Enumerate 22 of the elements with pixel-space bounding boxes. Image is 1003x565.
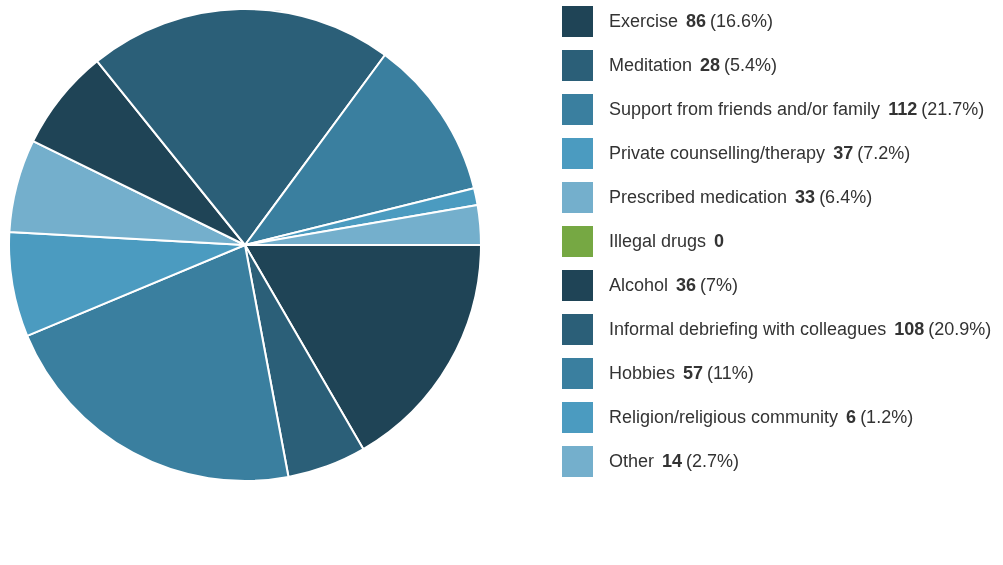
data-label: 86 (16.6%) xyxy=(686,11,774,31)
legend-label: Exercise xyxy=(609,11,679,31)
legend-label: Alcohol xyxy=(609,275,669,295)
legend-label: Private counselling/therapy xyxy=(609,143,826,163)
data-label: 14 (2.7%) xyxy=(662,451,740,471)
legend-label: Religion/religious community xyxy=(609,407,839,427)
data-label: 36 (7%) xyxy=(676,275,739,295)
data-label: 112 (21.7%) xyxy=(888,99,985,119)
data-label: 37 (7.2%) xyxy=(833,143,911,163)
data-label: 33 (6.4%) xyxy=(795,187,873,207)
legend-label: Support from friends and/or family xyxy=(609,99,881,119)
text: 0 xyxy=(714,231,725,251)
legend-label: Prescribed medication xyxy=(609,187,788,207)
legend-label: Informal debriefing with colleagues xyxy=(609,319,887,339)
legend-label: Meditation xyxy=(609,55,693,75)
data-label: 57 (11%) xyxy=(683,363,754,383)
data-label: 6 (1.2%) xyxy=(846,407,914,427)
data-label: 28 (5.4%) xyxy=(700,55,778,75)
data-label: 108 (20.9%) xyxy=(894,319,992,339)
legend-label: Illegal drugs xyxy=(609,231,707,251)
legend-label: Other xyxy=(609,451,655,471)
legend-label: Hobbies xyxy=(609,363,676,383)
